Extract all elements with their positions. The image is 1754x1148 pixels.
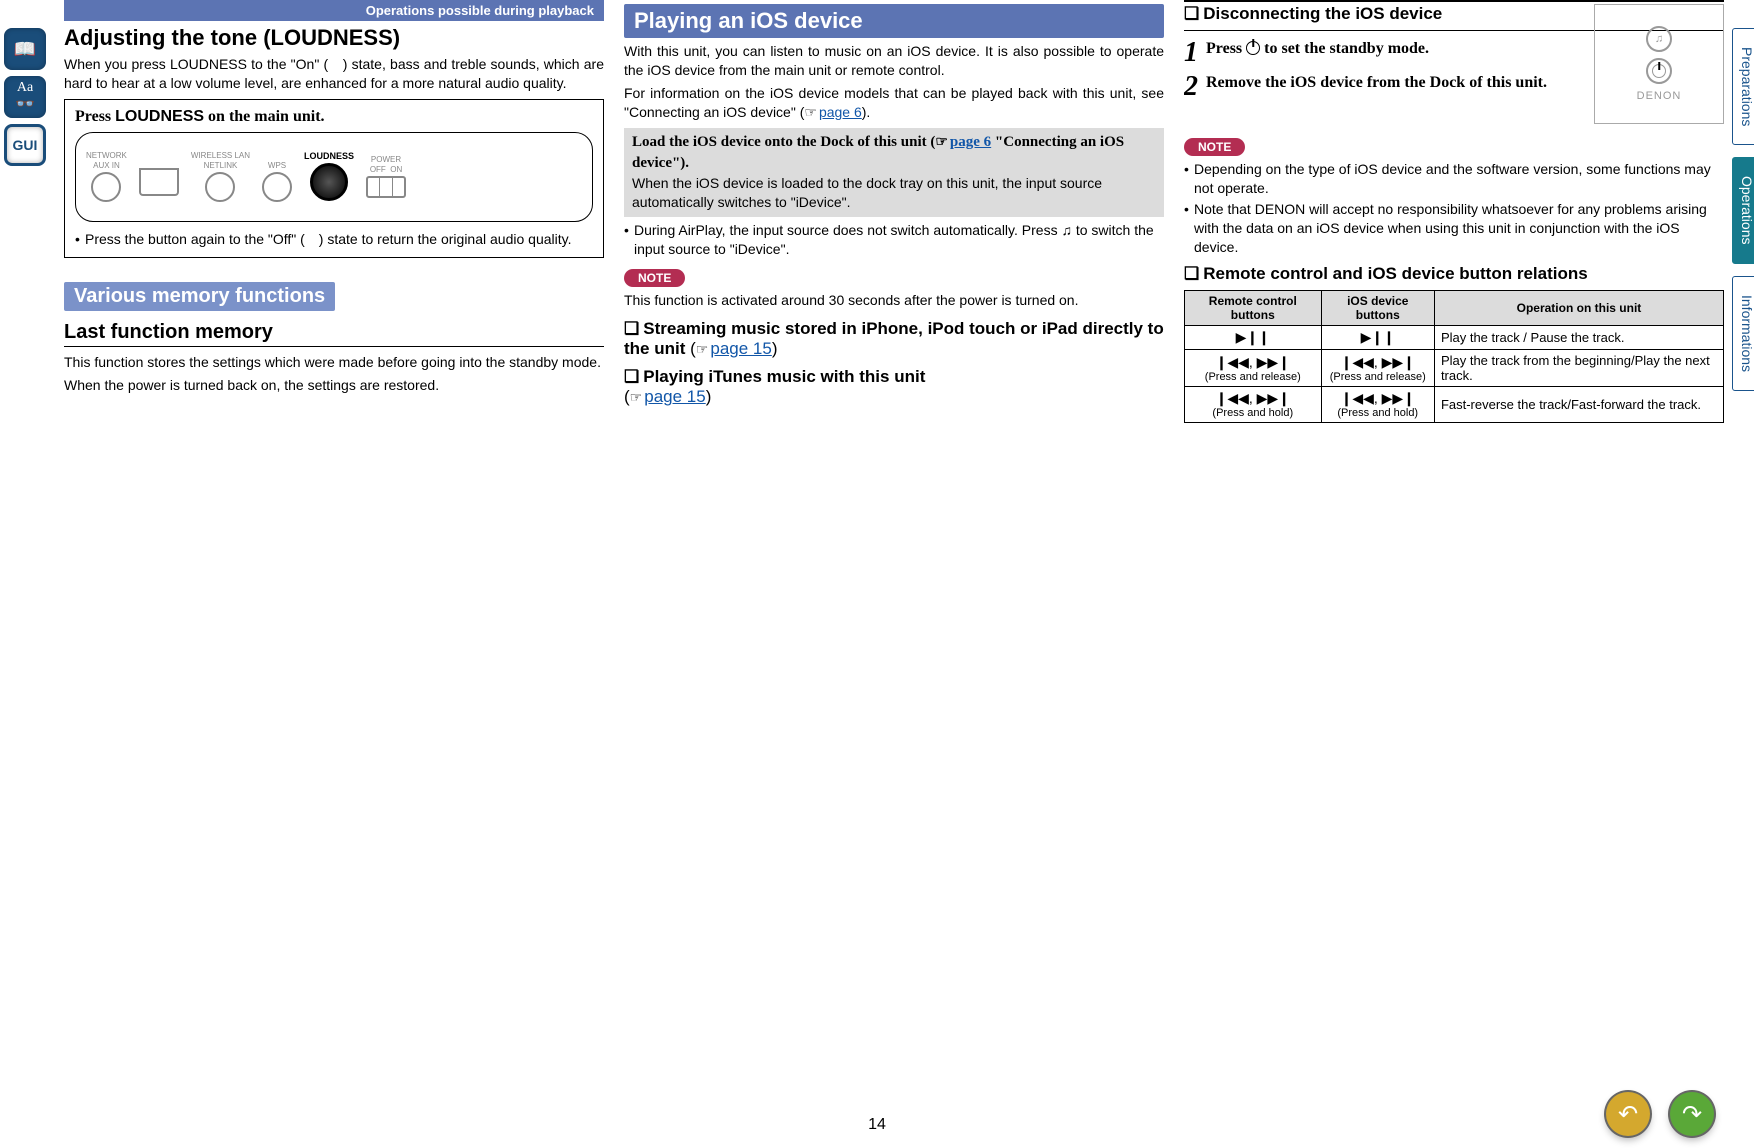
note-text-1: This function is activated around 30 sec… bbox=[624, 291, 1164, 310]
link-page6-b[interactable]: page 6 bbox=[950, 134, 991, 150]
lbl-wlan: WIRELESS LAN bbox=[191, 152, 250, 160]
lbl-on: ON bbox=[390, 165, 402, 174]
power-btn-icon bbox=[1646, 58, 1672, 84]
lbl-netlink: NETLINK bbox=[191, 162, 250, 170]
heading-memory-functions: Various memory functions bbox=[64, 282, 335, 311]
tab-preparations[interactable]: Preparations bbox=[1732, 28, 1754, 145]
r2c3: Play the track from the beginning/Play t… bbox=[1434, 350, 1723, 387]
r2c1: ❙◀◀, ▶▶❙ bbox=[1216, 354, 1290, 370]
r1c2: ▶❙❙ bbox=[1321, 326, 1434, 350]
pointer-icon: ☞ bbox=[696, 341, 709, 358]
airplay-note: During AirPlay, the input source does no… bbox=[624, 221, 1164, 259]
button-relations-table: Remote control buttons iOS device button… bbox=[1184, 290, 1724, 423]
heading-streaming: ❏Streaming music stored in iPhone, iPod … bbox=[624, 313, 1164, 361]
r2c1s: (Press and release) bbox=[1191, 371, 1315, 383]
tab-informations[interactable]: Informations bbox=[1732, 276, 1754, 391]
th-remote: Remote control buttons bbox=[1185, 291, 1322, 326]
step-num-2: 2 bbox=[1184, 73, 1198, 101]
note-bullet-2: Note that DENON will accept no responsib… bbox=[1184, 200, 1724, 257]
ethernet-port-icon bbox=[139, 168, 179, 196]
loudness-knob-icon bbox=[310, 163, 348, 201]
link-page15-a[interactable]: page 15 bbox=[710, 339, 771, 358]
ios-intro-p2: For information on the iOS device models… bbox=[624, 84, 1164, 122]
th-operation: Operation on this unit bbox=[1434, 291, 1723, 326]
lbl-auxin: AUX IN bbox=[86, 162, 127, 170]
note-label-2: NOTE bbox=[1184, 138, 1245, 156]
pointer-icon: ☞ bbox=[630, 389, 643, 406]
wps-jack-icon bbox=[262, 172, 292, 202]
link-page15-b[interactable]: page 15 bbox=[644, 387, 705, 406]
loudness-off-note: Press the button again to the "Off" ( ) … bbox=[75, 230, 593, 249]
load-ios-box: Load the iOS device onto the Dock of thi… bbox=[624, 128, 1164, 217]
r3c2s: (Press and hold) bbox=[1328, 407, 1428, 419]
loudness-instruction-box: Press LOUDNESS on the main unit. NETWORK… bbox=[64, 99, 604, 258]
press-text: Press bbox=[75, 108, 115, 125]
th-ios: iOS device buttons bbox=[1321, 291, 1434, 326]
tab-operations[interactable]: Operations bbox=[1732, 157, 1754, 263]
power-icon bbox=[1246, 41, 1260, 55]
power-switch-icon bbox=[366, 176, 406, 198]
lbl-power: POWER bbox=[366, 156, 406, 164]
operations-strip: Operations possible during playback bbox=[64, 0, 604, 21]
ios-intro-p1: With this unit, you can listen to music … bbox=[624, 42, 1164, 80]
heading-loudness: Adjusting the tone (LOUDNESS) bbox=[64, 21, 604, 53]
note-bullet-1: Depending on the type of iOS device and … bbox=[1184, 160, 1724, 198]
last-function-p2: When the power is turned back on, the se… bbox=[64, 376, 604, 395]
book-glyph: 📖 bbox=[14, 39, 36, 60]
pointer-icon: ☞ bbox=[935, 133, 948, 153]
lbl-wps: WPS bbox=[262, 162, 292, 170]
r1c1: ▶❙❙ bbox=[1185, 326, 1322, 350]
aa-text: Aa bbox=[17, 81, 33, 95]
gui-text: GUI bbox=[13, 137, 38, 153]
music-btn-icon: ♫ bbox=[1646, 26, 1672, 52]
nav-forward-button[interactable]: ↷ bbox=[1670, 1092, 1714, 1136]
pointer-icon: ☞ bbox=[804, 103, 817, 122]
heading-itunes: ❏Playing iTunes music with this unit (☞p… bbox=[624, 361, 1164, 409]
r2c2s: (Press and release) bbox=[1328, 371, 1428, 383]
r3c1s: (Press and hold) bbox=[1191, 407, 1315, 419]
lbl-off: OFF bbox=[370, 165, 386, 174]
denon-logo: DENON bbox=[1637, 90, 1682, 102]
link-page6-a[interactable]: page 6 bbox=[819, 104, 862, 120]
dock-graphic: ♫ DENON bbox=[1594, 4, 1724, 124]
last-function-p1: This function stores the settings which … bbox=[64, 353, 604, 372]
step-2: 2 Remove the iOS device from the Dock of… bbox=[1184, 73, 1586, 101]
heading-last-function: Last function memory bbox=[64, 311, 604, 347]
r1c3: Play the track / Pause the track. bbox=[1434, 326, 1723, 350]
r3c3: Fast-reverse the track/Fast-forward the … bbox=[1434, 387, 1723, 423]
lbl-network: NETWORK bbox=[86, 152, 127, 160]
step-1: 1 Press to set the standby mode. bbox=[1184, 39, 1586, 67]
note-label-1: NOTE bbox=[624, 269, 685, 287]
step-num-1: 1 bbox=[1184, 39, 1198, 67]
r2c2: ❙◀◀, ▶▶❙ bbox=[1341, 354, 1415, 370]
loudness-desc: When you press LOUDNESS to the "On" ( ) … bbox=[64, 55, 604, 93]
lbl-loudness: LOUDNESS bbox=[304, 152, 354, 161]
book-icon[interactable]: 📖 bbox=[4, 28, 46, 70]
r3c1: ❙◀◀, ▶▶❙ bbox=[1216, 390, 1290, 406]
gray-desc: When the iOS device is loaded to the doc… bbox=[632, 175, 1102, 211]
gui-icon[interactable]: GUI bbox=[4, 124, 46, 166]
heading-button-relations: ❏Remote control and iOS device button re… bbox=[1184, 258, 1724, 286]
heading-playing-ios: Playing an iOS device bbox=[624, 4, 1164, 38]
panel-diagram: NETWORK AUX IN WIRELESS LAN NETLINK bbox=[75, 132, 593, 222]
glasses-icon: 👓 bbox=[15, 97, 35, 113]
page-number: 14 bbox=[868, 1116, 886, 1134]
r3c2: ❙◀◀, ▶▶❙ bbox=[1341, 390, 1415, 406]
aux-jack-icon bbox=[91, 172, 121, 202]
nav-back-button[interactable]: ↶ bbox=[1606, 1092, 1650, 1136]
netlink-jack-icon bbox=[205, 172, 235, 202]
aa-icon[interactable]: Aa 👓 bbox=[4, 76, 46, 118]
